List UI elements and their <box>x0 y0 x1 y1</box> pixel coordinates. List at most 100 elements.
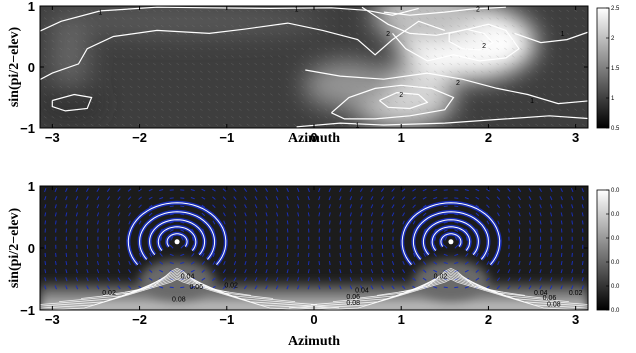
top-texture-mark <box>324 85 328 89</box>
top-texture-mark <box>137 40 141 43</box>
bottom-quiver-arrow <box>581 220 584 225</box>
top-texture-mark <box>558 62 562 66</box>
top-texture-mark <box>355 85 359 89</box>
top-texture-mark <box>527 55 531 58</box>
top-texture-mark <box>465 40 468 43</box>
top-texture-mark <box>215 17 219 20</box>
bottom-quiver-arrow <box>44 269 47 274</box>
top-texture-mark <box>449 17 453 20</box>
top-texture-mark <box>207 40 211 43</box>
bottom-quiver-arrow <box>276 269 279 274</box>
top-texture-mark <box>285 78 289 81</box>
bottom-contour-line <box>149 219 206 256</box>
top-texture-mark <box>465 55 468 58</box>
top-texture-mark <box>192 78 195 81</box>
top-texture-mark <box>277 116 281 119</box>
top-texture-mark <box>231 123 234 127</box>
top-texture-mark <box>301 62 305 66</box>
top-texture-mark <box>215 108 219 111</box>
bottom-quiver-arrow <box>307 204 310 209</box>
top-texture-mark <box>75 100 78 104</box>
top-texture-mark <box>355 55 359 58</box>
bottom-quiver-arrow <box>159 286 164 289</box>
top-texture-mark <box>316 17 320 20</box>
top-texture-mark <box>121 9 125 13</box>
bottom-quiver-arrow <box>539 196 542 201</box>
top-texture-mark <box>160 100 164 104</box>
top-texture-mark <box>223 40 227 43</box>
top-texture-mark <box>51 62 55 66</box>
top-texture-mark <box>160 70 164 73</box>
bottom-quiver-arrow <box>497 260 500 266</box>
top-texture-mark <box>262 62 266 66</box>
top-texture-mark <box>137 108 141 111</box>
top-texture-mark <box>535 93 539 96</box>
top-texture-mark <box>387 108 390 111</box>
top-texture-mark <box>504 93 507 96</box>
top-texture-mark <box>270 9 273 13</box>
bottom-quiver-arrow <box>464 188 469 192</box>
top-texture-mark <box>285 123 289 127</box>
top-texture-mark <box>168 40 172 43</box>
top-texture-mark <box>527 100 531 104</box>
top-texture-mark <box>355 78 359 81</box>
top-texture-mark <box>535 78 539 81</box>
bottom-quiver-arrow <box>244 228 247 233</box>
top-texture-mark <box>582 78 585 81</box>
top-texture-mark <box>293 24 297 28</box>
top-texture-mark <box>340 55 344 58</box>
top-texture-mark <box>207 78 211 81</box>
top-texture-mark <box>223 100 227 104</box>
top-texture-mark <box>566 93 570 96</box>
top-texture-mark <box>324 40 328 43</box>
bottom-quiver-arrow <box>391 277 395 282</box>
top-contour-line <box>296 115 588 128</box>
top-texture-mark <box>457 85 461 89</box>
top-contour-label: 2 <box>482 43 486 50</box>
bottom-quiver-arrow <box>297 212 300 217</box>
top-texture-mark <box>543 24 546 28</box>
bottom-quiver-arrow <box>517 285 522 290</box>
top-texture-mark <box>496 78 500 81</box>
bottom-quiver-arrow <box>286 188 289 193</box>
top-texture-mark <box>348 9 351 13</box>
top-texture-mark <box>75 24 78 28</box>
top-texture-mark <box>184 78 188 81</box>
top-texture-mark <box>488 55 492 58</box>
top-texture-mark <box>496 24 500 28</box>
top-texture-mark <box>574 55 578 58</box>
top-texture-mark <box>566 24 570 28</box>
top-texture-mark <box>566 123 570 127</box>
top-texture-mark <box>129 100 133 104</box>
bottom-quiver-arrow <box>244 220 247 225</box>
top-texture-mark <box>582 108 585 111</box>
top-texture-mark <box>262 32 266 35</box>
top-texture-mark <box>246 85 250 89</box>
top-texture-mark <box>348 32 351 35</box>
top-texture-mark <box>238 32 242 35</box>
bottom-quiver-arrow <box>190 261 195 265</box>
bottom-quiver-arrow <box>381 220 384 225</box>
bottom-quiver-arrow <box>97 228 99 233</box>
top-texture-mark <box>402 24 406 28</box>
top-texture-mark <box>176 17 180 20</box>
top-texture-mark <box>348 40 351 43</box>
top-texture-mark <box>67 93 71 96</box>
bottom-quiver-arrow <box>370 212 374 217</box>
top-texture-mark <box>67 24 71 28</box>
top-texture-mark <box>379 93 383 96</box>
top-texture-mark <box>277 17 281 20</box>
top-texture-mark <box>465 116 468 119</box>
bottom-quiver-arrow <box>454 229 459 232</box>
bottom-quiver-arrow <box>392 252 394 257</box>
top-texture-mark <box>472 100 476 104</box>
top-texture-mark <box>527 78 531 81</box>
top-texture-mark <box>106 47 110 51</box>
top-texture-mark <box>98 70 102 73</box>
bottom-quiver-arrow <box>233 220 237 225</box>
bottom-quiver-arrow <box>392 228 394 233</box>
top-texture-mark <box>199 55 203 58</box>
bottom-quiver-arrow <box>539 277 542 282</box>
bottom-quiver-arrow <box>360 212 363 217</box>
bottom-quiver-arrow <box>107 252 110 257</box>
